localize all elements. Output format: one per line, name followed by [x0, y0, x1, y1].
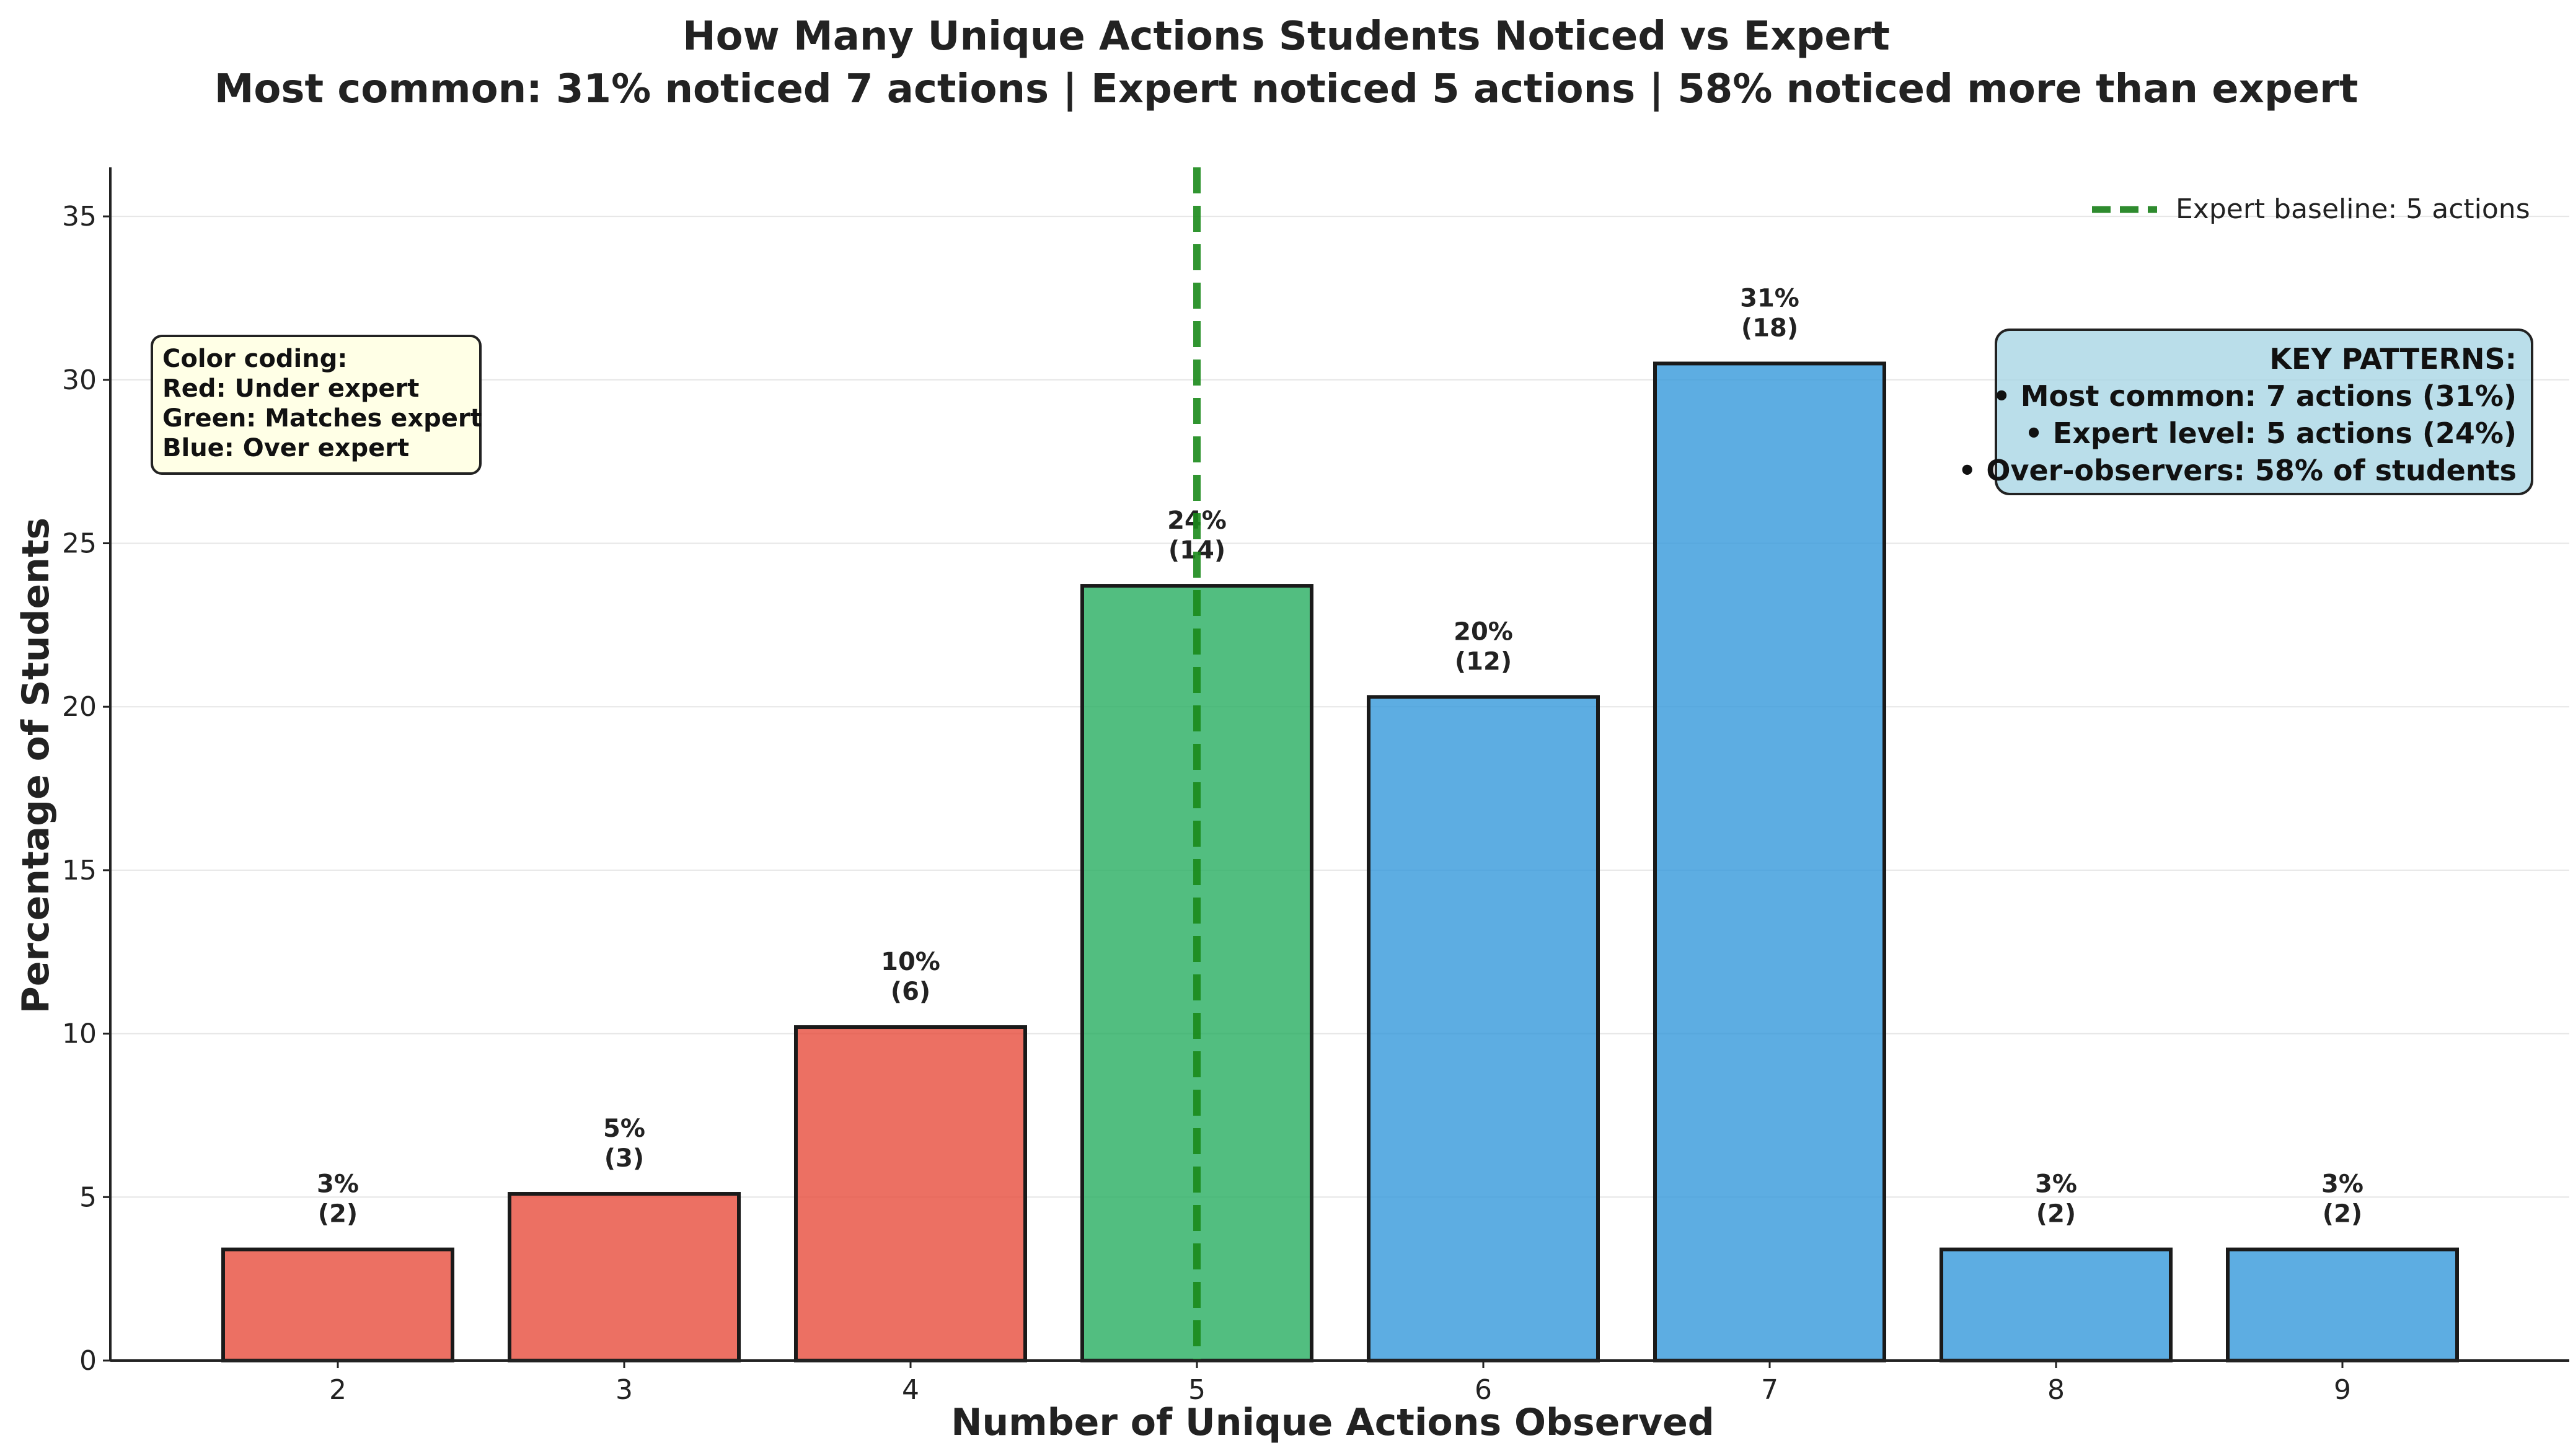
- key-patterns-box-bg: [1995, 329, 2533, 495]
- bar-label-pct-7: 31%: [1740, 284, 1799, 312]
- key-patterns-line-2: • Most common: 7 actions (31%): [1992, 379, 2517, 413]
- bar-label-count-3: (3): [604, 1144, 644, 1173]
- key-patterns-line-1: KEY PATTERNS:: [2269, 342, 2517, 376]
- x-tick-label: 9: [2334, 1374, 2351, 1406]
- axes: [109, 167, 2569, 1362]
- y-tick-label: 25: [62, 528, 97, 560]
- x-tick-label: 4: [902, 1374, 919, 1406]
- chart-subtitle: Most common: 31% noticed 7 actions | Exp…: [214, 66, 2359, 112]
- x-tick-label: 2: [329, 1374, 346, 1406]
- x-tick-label: 6: [1475, 1374, 1492, 1406]
- bar-2: [221, 1247, 454, 1362]
- y-tick-labels: 0 5 10 15 20 25 30 35: [62, 201, 110, 1377]
- y-tick-label: 10: [62, 1018, 97, 1050]
- key-patterns-line-4: • Over-observers: 58% of students: [1958, 454, 2517, 487]
- bar-data-labels: 3%(2)5%(3)10%(6)24%(14)20%(12)31%(18)3%(…: [317, 284, 2363, 1228]
- key-patterns-box: KEY PATTERNS: • Most common: 7 actions (…: [1958, 329, 2533, 495]
- y-tick-label: 5: [79, 1181, 97, 1213]
- color-coding-line-3: Green: Matches expert: [162, 404, 482, 433]
- bar-7: [1653, 361, 1886, 1362]
- color-coding-box-bg: [151, 335, 482, 475]
- bar-label-count-6: (12): [1455, 647, 1512, 676]
- key-patterns-line-3: • Expert level: 5 actions (24%): [2024, 417, 2517, 450]
- bar-label-pct-2: 3%: [317, 1170, 359, 1199]
- color-coding-line-4: Blue: Over expert: [162, 434, 409, 462]
- y-tick-label: 30: [62, 364, 97, 396]
- x-tick-labels: 2 3 4 5 6 7 8 9: [329, 1361, 2351, 1406]
- bar-label-pct-9: 3%: [2321, 1170, 2363, 1199]
- color-coding-box: Color coding: Red: Under expert Green: M…: [151, 335, 482, 475]
- x-tick-label: 5: [1188, 1374, 1206, 1406]
- bar-label-pct-4: 10%: [881, 948, 940, 976]
- x-tick-label: 7: [1761, 1374, 1778, 1406]
- bar-9: [2226, 1247, 2459, 1362]
- bars: [221, 361, 2459, 1362]
- x-tick-label: 8: [2047, 1374, 2065, 1406]
- bar-label-count-9: (2): [2323, 1200, 2362, 1229]
- color-coding-line-2: Red: Under expert: [162, 374, 419, 403]
- bar-6: [1367, 695, 1600, 1362]
- legend: Expert baseline: 5 actions: [2092, 193, 2530, 225]
- x-axis-label: Number of Unique Actions Observed: [951, 1401, 1715, 1444]
- bar-4: [794, 1025, 1027, 1362]
- y-tick-label: 15: [62, 855, 97, 886]
- bar-label-count-4: (6): [891, 977, 930, 1006]
- bar-label-pct-8: 3%: [2035, 1170, 2077, 1199]
- bar-label-count-7: (18): [1741, 314, 1798, 342]
- bar-label-count-2: (2): [318, 1200, 358, 1229]
- chart-title: How Many Unique Actions Students Noticed…: [682, 14, 1890, 60]
- bar-3: [508, 1192, 741, 1362]
- bar-8: [1940, 1247, 2173, 1362]
- y-tick-label: 20: [62, 691, 97, 723]
- bar-label-pct-3: 5%: [603, 1114, 645, 1143]
- x-tick-label: 3: [616, 1374, 633, 1406]
- y-tick-label: 0: [79, 1345, 97, 1377]
- legend-label: Expert baseline: 5 actions: [2176, 193, 2530, 225]
- grid-lines: [110, 216, 2569, 1198]
- color-coding-line-1: Color coding:: [162, 345, 347, 373]
- y-tick-label: 35: [62, 201, 97, 232]
- bar-label-count-8: (2): [2036, 1200, 2076, 1229]
- y-axis-label: Percentage of Students: [14, 518, 58, 1014]
- bar-label-pct-6: 20%: [1454, 617, 1513, 646]
